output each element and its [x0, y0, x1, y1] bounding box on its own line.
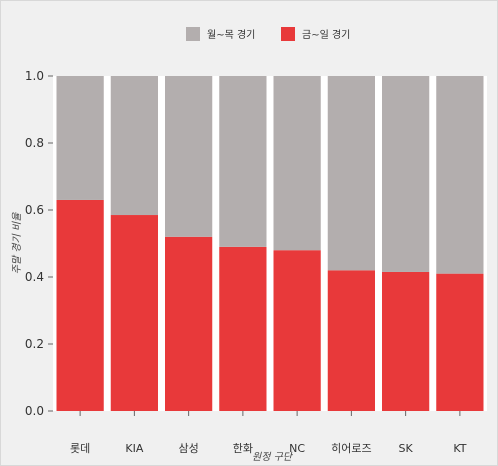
bar-segment-weekday	[382, 76, 430, 272]
y-tick-label: 0.0	[25, 404, 44, 418]
plot-area	[53, 76, 487, 411]
legend: 월~목 경기 금~일 경기	[186, 27, 350, 41]
x-tick-label: KT	[453, 442, 466, 455]
x-tick-label: 롯데	[70, 442, 90, 455]
legend-swatch	[281, 27, 295, 41]
bar-segment-weekday	[165, 76, 213, 237]
bar-segment-weekday	[436, 76, 484, 274]
x-tick-label: KIA	[125, 442, 143, 455]
y-tick-label: 0.6	[25, 203, 44, 217]
x-tick-label: 한화	[233, 442, 253, 455]
bar-segment-weekend	[110, 215, 158, 411]
x-tick-label: 히어로즈	[331, 441, 371, 455]
x-tick-label: NC	[289, 442, 305, 455]
x-axis: 롯데 KIA 삼성 한화 NC 히어로즈 SK KT	[70, 411, 467, 455]
x-axis-label: 원정 구단	[252, 451, 294, 463]
bar-segment-weekend	[165, 236, 213, 411]
y-tick-label: 1.0	[25, 69, 44, 83]
bar-segment-weekend	[219, 246, 267, 411]
x-tick-label: SK	[399, 442, 414, 455]
y-axis-label: 주말 경기 비율	[11, 212, 23, 274]
bar-segment-weekend	[327, 270, 375, 411]
x-tick-label: 삼성	[179, 442, 199, 455]
y-tick-label: 0.8	[25, 136, 44, 150]
y-axis: 0.0 0.2 0.4 0.6 0.8 1.0	[25, 69, 53, 418]
legend-label: 금~일 경기	[302, 28, 350, 41]
bar-segment-weekend	[436, 273, 484, 411]
bar-segment-weekday	[110, 76, 158, 216]
y-tick-label: 0.2	[25, 337, 44, 351]
bar-segment-weekday	[56, 76, 104, 200]
bar-segment-weekend	[273, 250, 321, 411]
bar-segment-weekend	[56, 199, 104, 411]
bar-segment-weekday	[219, 76, 267, 247]
legend-label: 월~목 경기	[207, 28, 255, 41]
bar-segment-weekday	[327, 76, 375, 271]
bar-segment-weekday	[273, 76, 321, 251]
bar-segment-weekend	[382, 271, 430, 411]
legend-swatch	[186, 27, 200, 41]
y-tick-label: 0.4	[25, 270, 44, 284]
